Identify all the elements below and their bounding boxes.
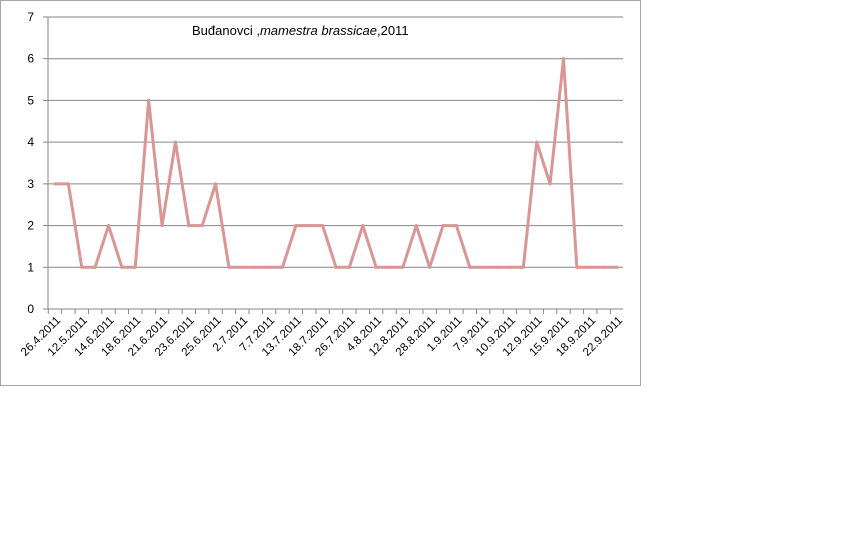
data-point (307, 224, 311, 228)
series-line-segment (214, 182, 231, 269)
data-point (80, 265, 84, 269)
series-line-segment (200, 182, 218, 228)
chart-area: 0 1 2 3 4 5 6 7 26.4.2011 12.5.2011 14.6.2011 18.6… (0, 0, 641, 386)
data-point (374, 265, 378, 269)
data-point (521, 265, 525, 269)
series-line-segment (428, 224, 445, 269)
y-tick-label: 7 (27, 10, 34, 24)
data-point (401, 265, 405, 269)
y-tick-label: 4 (27, 135, 34, 149)
series-line-segment (361, 224, 378, 269)
chart-title-place: Buđanovci , (192, 23, 260, 38)
series-line-segment (561, 57, 579, 269)
series-line-segment (347, 224, 365, 269)
data-point (267, 265, 271, 269)
data-point (588, 265, 592, 269)
data-point (66, 182, 70, 186)
data-point (602, 265, 606, 269)
data-point (133, 265, 137, 269)
line-chart: 0 1 2 3 4 5 6 7 26.4.201112.5.201114.6.201118.6… (19, 10, 625, 359)
series-line-segment (133, 98, 151, 269)
series-line-segment (401, 224, 418, 269)
data-point (575, 265, 579, 269)
data-point (535, 140, 539, 144)
data-point (347, 265, 351, 269)
series-line-segment (521, 140, 539, 269)
data-point (508, 265, 512, 269)
data-point (468, 265, 472, 269)
series-line-segment (107, 224, 124, 269)
series-line-segment (280, 224, 298, 269)
data-point (280, 265, 284, 269)
series-line-segment (173, 140, 191, 228)
data-point (615, 265, 619, 269)
data-point (414, 224, 418, 228)
y-tick-label: 2 (27, 219, 34, 233)
data-point (294, 224, 298, 228)
data-point (441, 224, 445, 228)
series-line-segment (66, 182, 84, 269)
series-line-segment (160, 140, 177, 228)
data-point (120, 265, 124, 269)
data-point (107, 224, 111, 228)
data-point (227, 265, 231, 269)
series-line-segment (548, 57, 565, 186)
y-tick-label: 3 (27, 177, 34, 191)
data-point (240, 265, 244, 269)
series-line-segment (147, 98, 164, 228)
data-point (93, 265, 97, 269)
series-line-segment (321, 224, 338, 269)
data-point (321, 224, 325, 228)
data-point (173, 140, 177, 144)
data-point (214, 182, 218, 186)
y-axis-tick-labels: 0 1 2 3 4 5 6 7 (27, 10, 34, 316)
data-point (428, 265, 432, 269)
y-tick-label: 0 (27, 302, 34, 316)
data-point (334, 265, 338, 269)
data-point (200, 224, 204, 228)
data-point (495, 265, 499, 269)
data-point (481, 265, 485, 269)
chart-title-species: mamestra brassicae (260, 23, 377, 38)
series-line-segment (93, 224, 111, 269)
data-point (254, 265, 258, 269)
chart-title-year: ,2011 (377, 23, 409, 38)
y-tick-label: 1 (27, 260, 34, 274)
y-tick-label: 6 (27, 52, 34, 66)
data-point (187, 224, 191, 228)
series-line-segment (454, 224, 472, 269)
data-point (53, 182, 57, 186)
axes (43, 16, 623, 314)
series-line-segment (414, 224, 432, 269)
chart-title: Buđanovci ,mamestra brassicae,2011 (192, 23, 409, 38)
data-point (361, 224, 365, 228)
data-point (561, 57, 565, 61)
series-line-segment (535, 140, 552, 186)
data-point (147, 98, 151, 102)
data-point (548, 182, 552, 186)
series (53, 57, 619, 269)
data-point (160, 224, 164, 228)
y-tick-label: 5 (27, 93, 34, 107)
data-point (454, 224, 458, 228)
x-axis-tick-labels: 26.4.201112.5.201114.6.201118.6.201121.6… (19, 315, 625, 359)
data-point (388, 265, 392, 269)
